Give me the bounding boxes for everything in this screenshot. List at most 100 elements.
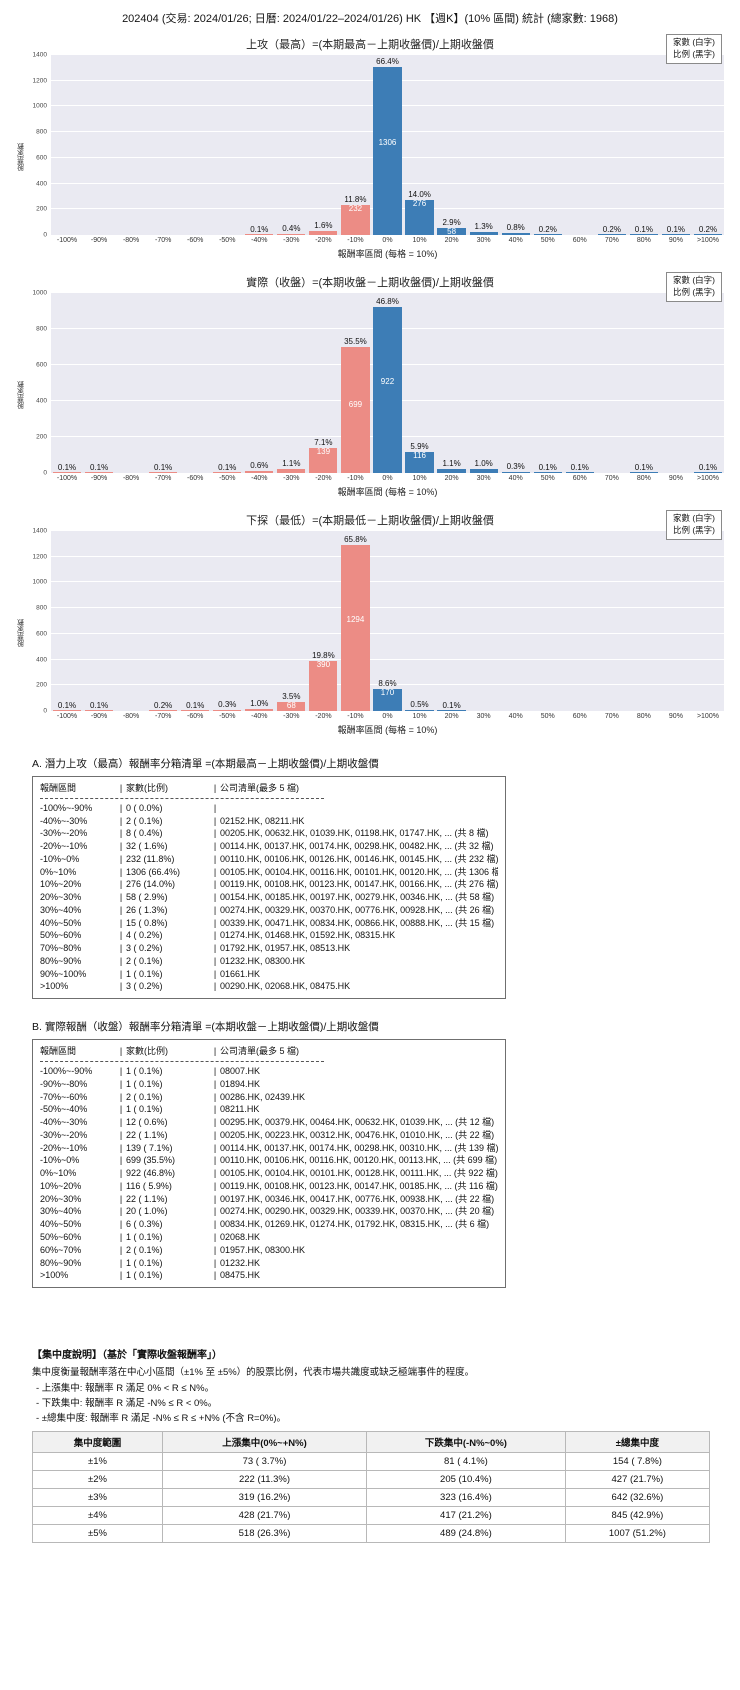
bar-percent-label: 0.1% — [57, 700, 77, 710]
bin-row: -30%~-20% | 8 ( 0.4%) | 00205.HK, 00632.HK, … — [40, 828, 489, 839]
list-header-row: 報酬區間 | 家數(比例) | 公司清單(最多 5 檔) — [40, 782, 498, 795]
bar-40% — [501, 471, 530, 473]
y-axis-label: 股票家數 — [17, 143, 25, 172]
x-tick-label: 90% — [668, 713, 683, 720]
bar-percent-label: 1.1% — [442, 459, 461, 469]
bar-slot — [115, 293, 147, 473]
bar-slot: 0.3% — [500, 293, 532, 473]
y-tick-label: 1000 — [32, 289, 47, 297]
bar-percent-label: 0.2% — [602, 224, 621, 234]
bar-slot — [83, 55, 115, 235]
bar-slot: 1294 65.8% — [339, 531, 371, 711]
legend-line-ratio: 比例 (黑字) — [672, 48, 715, 59]
bar-count-label: 922 — [380, 376, 395, 386]
x-tick-label: -30% — [283, 475, 300, 482]
x-tick-label: -70% — [154, 475, 172, 482]
x-axis-label: 報酬率區間 (每格 = 10%) — [337, 725, 438, 735]
y-tick-label: 1200 — [32, 77, 47, 85]
x-tick-label: 10% — [412, 713, 427, 720]
bin-row: >100% | 1 ( 0.1%) | 08475.HK — [40, 1270, 261, 1281]
bar-slot: 0.1% — [147, 293, 179, 473]
section-b-listbox: 報酬區間 | 家數(比例) | 公司清單(最多 5 檔) -100%~-90% |… — [32, 1039, 506, 1289]
bar-slot — [147, 55, 179, 235]
bar--10%: 232 — [341, 204, 370, 235]
plot-area: 0.1% 0.1% 0.1% 0.1% 0.6% 1.1% 139 7.1% 699 35.5% 9… — [51, 292, 724, 473]
x-tick-label: 30% — [476, 713, 491, 720]
x-tick-label: 70% — [604, 475, 619, 482]
bars-container: 0.1% 0.4% 1.6% 232 11.8% 1306 66.4% 276 14.0% 58 2… — [51, 55, 724, 236]
bar--40% — [245, 234, 274, 235]
x-tick-label: -10% — [347, 237, 364, 244]
x-axis-ticks: -100% -90% -80% -70% -60% -50% -40% -30% -20% -10… — [51, 713, 724, 720]
conc-col-header: 上漲集中(0%~+N%) — [161, 1431, 368, 1454]
x-tick-label: -60% — [187, 475, 204, 482]
bar-percent-label: 1.3% — [474, 221, 493, 231]
bin-row: 40%~50% | 15 ( 0.8%) | 00339.HK, 00471.HK, 0… — [40, 917, 495, 928]
report-page: 202404 (交易: 2024/01/26; 日曆: 2024/01/22–2… — [17, 13, 724, 1544]
x-tick-label: -10% — [347, 713, 364, 720]
bar-slot: 0.2% — [147, 531, 179, 711]
y-tick-label: 800 — [36, 325, 47, 333]
section-b-heading: B. 實際報酬（收盤）報酬率分箱清單 =(本期收盤－上期收盤價)/上期收盤價 — [32, 1021, 379, 1034]
gridline — [51, 292, 724, 293]
bar-percent-label: 0.1% — [57, 462, 77, 472]
bar-percent-label: 0.1% — [154, 462, 173, 472]
conc-cell: 222 (11.3%) — [161, 1470, 368, 1490]
bar-percent-label: 0.4% — [282, 223, 301, 233]
bar-slot: 922 46.8% — [371, 293, 403, 473]
x-tick-label: 70% — [604, 713, 619, 720]
x-tick-label: >100% — [696, 713, 719, 720]
x-tick-label: 0% — [382, 237, 393, 244]
bar-slot: 0.2% — [596, 55, 628, 235]
y-axis-ticks: 0 200 400 600 800 1000 — [27, 289, 51, 477]
bar-slot: 390 19.8% — [307, 531, 339, 711]
conc-cell: ±5% — [32, 1524, 163, 1544]
chart-legend: 家數 (白字) 比例 (黑字) — [665, 34, 722, 64]
bar-30% — [469, 469, 498, 473]
x-tick-label: -80% — [122, 475, 140, 482]
bar--50% — [213, 472, 242, 473]
bar-slot: 139 7.1% — [307, 293, 339, 473]
y-tick-label: 600 — [36, 154, 47, 162]
bar--30% — [277, 233, 306, 235]
bar-slot: 170 8.6% — [371, 531, 403, 711]
y-tick-label: 1200 — [32, 553, 47, 561]
bin-row: -70%~-60% | 2 ( 0.1%) | 00286.HK, 02439.HK — [40, 1091, 306, 1102]
bin-row: 30%~40% | 20 ( 1.0%) | 00274.HK, 00290.HK, 0… — [40, 1206, 495, 1217]
bar--30%: 68 — [277, 701, 306, 711]
x-tick-label: 80% — [636, 713, 651, 720]
bar-percent-label: 2.9% — [442, 217, 461, 227]
page-title: 202404 (交易: 2024/01/26; 日曆: 2024/01/22–2… — [122, 13, 618, 25]
conc-cell: 518 (26.3%) — [161, 1524, 368, 1544]
conc-col-header: ±總集中度 — [564, 1431, 711, 1454]
conc-row: ±3% 319 (16.2%) 323 (16.4%) 642 (32.6%) — [32, 1488, 711, 1508]
bar-slot — [211, 55, 243, 235]
bar-slot: 0.1% — [51, 531, 83, 711]
y-tick-label: 0 — [43, 231, 47, 239]
bar-percent-label: 0.3% — [218, 700, 237, 710]
gridline — [51, 607, 724, 609]
conc-cell: 417 (21.2%) — [366, 1506, 566, 1526]
x-tick-label: -70% — [154, 713, 172, 720]
bar-count-label: 699 — [348, 400, 363, 410]
conc-col-header: 集中度範圍 — [32, 1431, 163, 1454]
bar-0%: 922 — [373, 307, 402, 473]
y-tick-label: 800 — [36, 604, 47, 612]
bar-percent-label: 46.8% — [376, 297, 399, 307]
x-tick-label: 20% — [444, 713, 459, 720]
x-tick-label: 60% — [572, 237, 587, 244]
x-tick-label: >100% — [696, 237, 719, 244]
bar-percent-label: 0.2% — [154, 700, 173, 710]
chart-title: 實際（收盤）=(本期收盤－上期收盤價)/上期收盤價 — [246, 277, 494, 289]
col-header-count: 家數(比例) — [126, 1046, 168, 1057]
bar-count-label: 68 — [286, 701, 296, 711]
bar-slot: 58 2.9% — [436, 55, 468, 236]
x-tick-label: 90% — [668, 237, 683, 244]
y-tick-label: 0 — [43, 707, 47, 715]
conc-col-header: 下跌集中(-N%~0%) — [366, 1431, 566, 1454]
col-header-companies: 公司清單(最多 5 檔) — [220, 783, 300, 793]
bar-slot: 0.8% — [500, 55, 532, 235]
y-tick-label: 1400 — [32, 527, 47, 535]
conc-cell: 154 ( 7.8%) — [564, 1452, 711, 1472]
bar-50% — [533, 234, 562, 235]
